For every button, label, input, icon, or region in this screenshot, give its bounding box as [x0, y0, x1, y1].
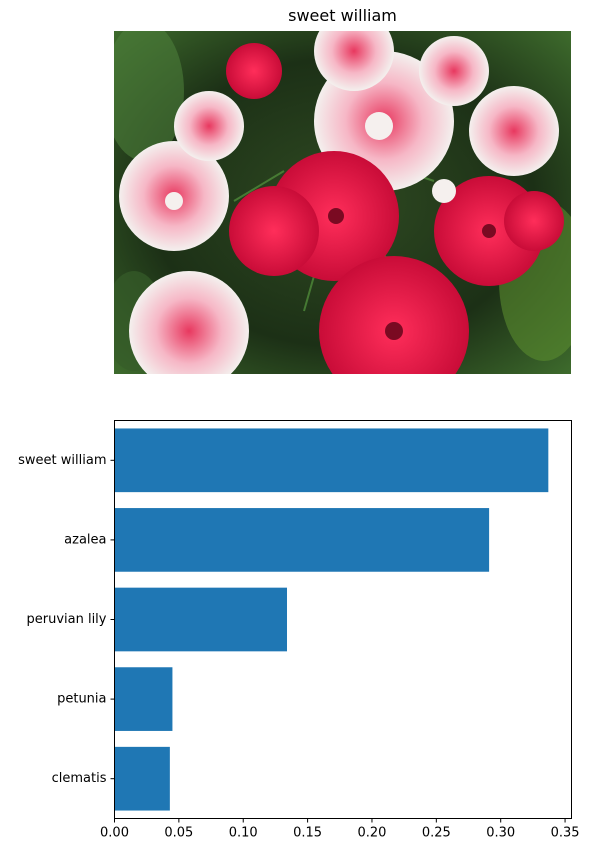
bar	[114, 746, 170, 811]
plot-frame	[114, 420, 572, 819]
x-tick-label: 0.25	[422, 826, 451, 841]
bar	[114, 508, 490, 572]
y-tick-label: azalea	[64, 532, 106, 547]
y-tick-label: peruvian lily	[26, 612, 106, 627]
y-tick-label: petunia	[57, 692, 106, 707]
flower-photo	[114, 31, 571, 374]
x-tick-label: 0.10	[229, 826, 258, 841]
x-tick-label: 0.05	[164, 826, 193, 841]
x-tick-label: 0.35	[551, 826, 580, 841]
x-tick-label: 0.15	[293, 826, 322, 841]
x-tick-label: 0.30	[486, 826, 515, 841]
bar	[114, 587, 288, 652]
bar	[114, 428, 549, 493]
x-tick-label: 0.00	[100, 826, 129, 841]
image-title: sweet william	[288, 6, 397, 25]
x-tick-label: 0.20	[357, 826, 386, 841]
y-tick-label: sweet william	[18, 453, 106, 468]
y-tick-label: clematis	[52, 771, 107, 786]
bar	[114, 667, 173, 731]
